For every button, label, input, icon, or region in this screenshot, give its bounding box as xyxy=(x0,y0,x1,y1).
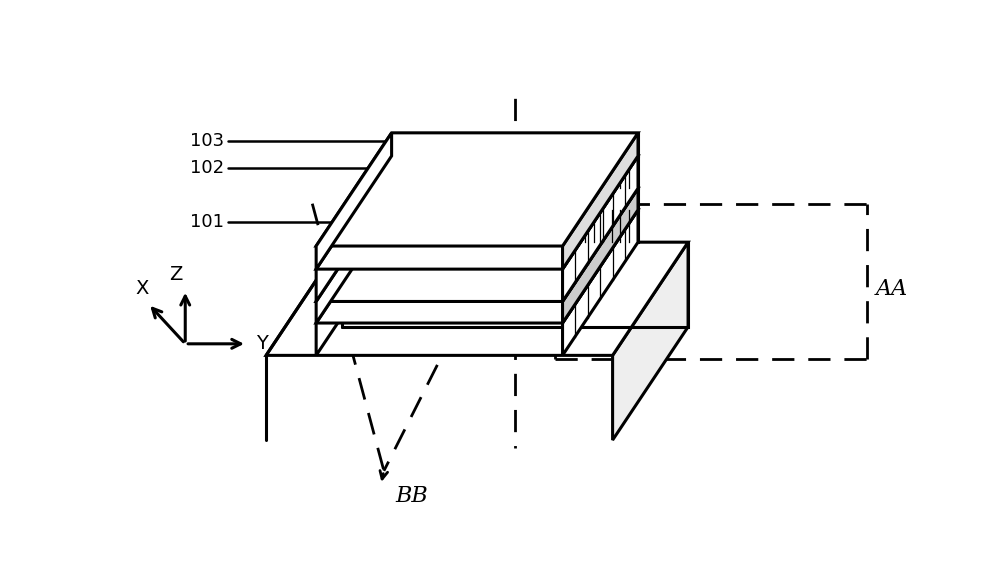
Text: AA: AA xyxy=(876,278,908,300)
Polygon shape xyxy=(266,242,688,356)
Polygon shape xyxy=(563,156,638,302)
Polygon shape xyxy=(613,242,688,440)
Polygon shape xyxy=(392,210,638,242)
Text: Y: Y xyxy=(256,335,268,353)
Polygon shape xyxy=(563,133,638,269)
Polygon shape xyxy=(316,156,392,302)
Polygon shape xyxy=(316,210,392,356)
Text: Z: Z xyxy=(169,265,183,284)
Polygon shape xyxy=(316,133,638,246)
Polygon shape xyxy=(316,188,638,302)
Polygon shape xyxy=(316,210,638,323)
Polygon shape xyxy=(392,133,638,156)
Polygon shape xyxy=(563,210,638,356)
Polygon shape xyxy=(392,156,638,188)
Polygon shape xyxy=(316,188,392,323)
Polygon shape xyxy=(316,156,638,269)
Text: 103: 103 xyxy=(190,132,224,149)
Polygon shape xyxy=(563,188,638,323)
Text: 102: 102 xyxy=(190,159,224,177)
Text: 101: 101 xyxy=(190,213,224,231)
Polygon shape xyxy=(316,133,392,269)
Polygon shape xyxy=(342,242,688,327)
Text: BB: BB xyxy=(395,485,428,507)
Polygon shape xyxy=(392,188,638,210)
Text: X: X xyxy=(135,279,149,298)
